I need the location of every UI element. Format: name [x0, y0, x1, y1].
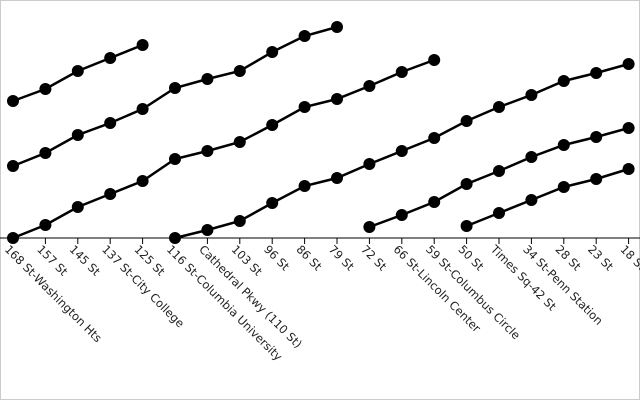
- data-point: [557, 75, 570, 87]
- x-tick-label: 18 St: [617, 242, 640, 274]
- x-tick-label: 79 St: [326, 242, 358, 274]
- data-point: [136, 39, 149, 51]
- data-point: [233, 215, 246, 227]
- data-point: [493, 101, 505, 113]
- data-point: [525, 194, 538, 206]
- x-tick-label: 72 St: [358, 242, 390, 274]
- data-point: [590, 131, 603, 143]
- data-point: [7, 160, 19, 172]
- data-point: [460, 178, 473, 190]
- data-point: [622, 122, 635, 134]
- data-point: [104, 117, 117, 129]
- data-point: [590, 173, 603, 185]
- data-point: [525, 89, 538, 101]
- data-point: [395, 145, 408, 157]
- data-point: [233, 65, 246, 77]
- data-point: [136, 103, 149, 115]
- data-point: [557, 139, 570, 151]
- data-point: [201, 224, 214, 236]
- data-point: [71, 65, 84, 77]
- data-point: [201, 73, 214, 85]
- data-point: [7, 232, 19, 244]
- data-point: [169, 153, 181, 165]
- data-point: [493, 207, 505, 219]
- data-point: [39, 147, 52, 159]
- data-point: [460, 220, 473, 232]
- data-point: [298, 30, 311, 42]
- data-point: [169, 82, 181, 94]
- data-point: [363, 80, 376, 92]
- data-point: [266, 119, 279, 131]
- data-point: [460, 115, 473, 127]
- data-point: [298, 101, 311, 113]
- series-line: [466, 167, 629, 228]
- data-point: [331, 93, 343, 105]
- x-tick-label: 96 St: [261, 242, 293, 274]
- x-tick-label: 23 St: [585, 242, 617, 274]
- data-point: [71, 129, 84, 141]
- data-point: [557, 181, 570, 193]
- data-point: [266, 197, 279, 209]
- data-point: [136, 175, 149, 187]
- data-point: [622, 58, 635, 70]
- data-point: [428, 132, 441, 144]
- data-point: [363, 158, 376, 170]
- x-tick-label: 86 St: [293, 242, 325, 274]
- data-point: [622, 163, 635, 175]
- data-point: [395, 209, 408, 221]
- data-point: [39, 219, 52, 231]
- data-point: [331, 21, 343, 33]
- data-point: [266, 46, 279, 58]
- data-point: [428, 54, 441, 66]
- data-point: [590, 67, 603, 79]
- data-point: [104, 52, 117, 64]
- data-point: [493, 165, 505, 177]
- data-point: [104, 188, 117, 200]
- data-point: [298, 180, 311, 192]
- data-point: [233, 136, 246, 148]
- data-point: [169, 232, 181, 244]
- data-point: [363, 221, 376, 233]
- series-line: [12, 25, 338, 168]
- data-point: [39, 83, 52, 95]
- data-point: [331, 172, 343, 184]
- data-point: [201, 145, 214, 157]
- data-point: [71, 201, 84, 213]
- data-point: [428, 196, 441, 208]
- data-point: [7, 95, 19, 107]
- x-tick-label: 145 St: [67, 242, 104, 279]
- data-point: [395, 66, 408, 78]
- data-point: [525, 151, 538, 163]
